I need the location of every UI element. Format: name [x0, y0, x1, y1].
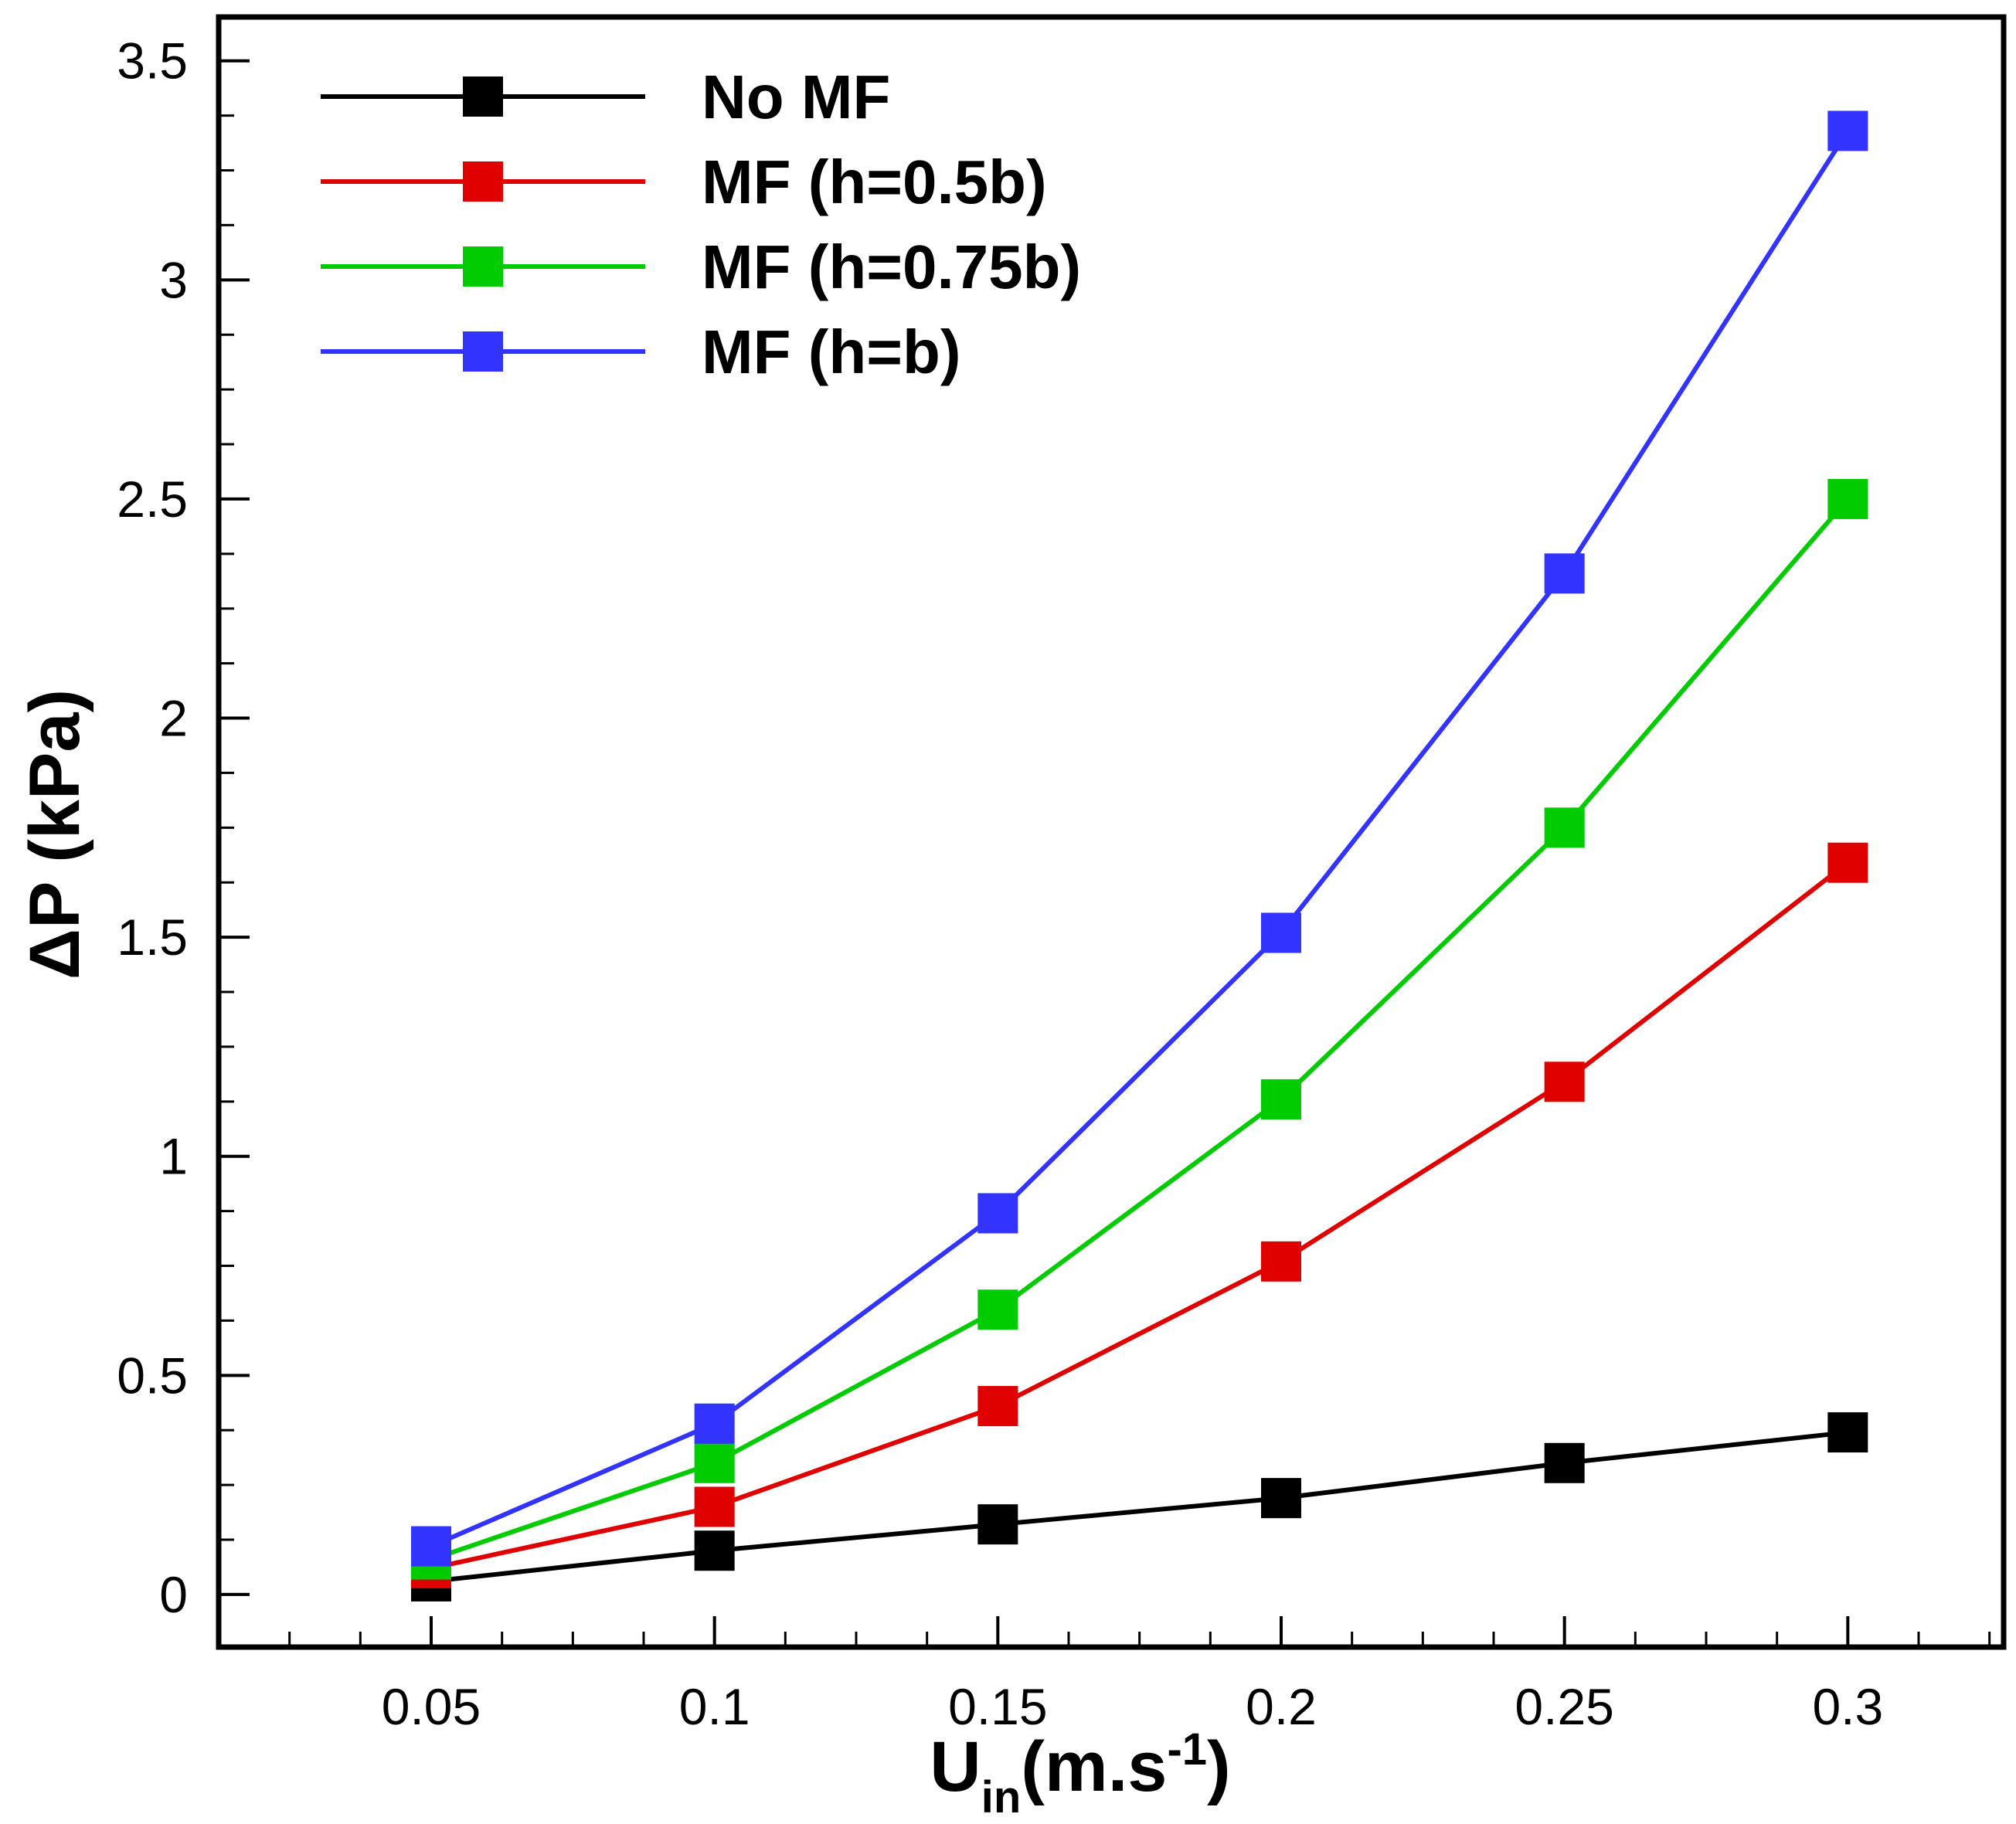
series-marker-1: [1544, 1061, 1585, 1102]
legend: No MF MF (h=0.5b) MF (h=0.75b) MF (h=b): [321, 63, 1081, 386]
y-tick-label: 0: [159, 1566, 188, 1623]
x-axis-title-main: U: [930, 1727, 981, 1806]
y-axis-title: ΔP (kPa): [15, 689, 94, 980]
x-axis-title-sub: in: [981, 1772, 1022, 1822]
y-tick-label: 1.5: [117, 909, 188, 966]
series-marker-2: [977, 1289, 1018, 1330]
series-line-2: [430, 497, 1850, 1562]
series-line-0: [430, 1430, 1848, 1584]
x-tick-label: 0.15: [948, 1678, 1047, 1735]
x-tick-label: 0.05: [382, 1678, 481, 1735]
x-tick-label: 0.2: [1246, 1678, 1317, 1735]
axis-ticks: [217, 59, 1991, 1647]
legend-label: MF (h=0.5b): [702, 148, 1047, 216]
legend-marker: [463, 76, 503, 117]
x-axis-title-unit: (m.s: [1021, 1727, 1167, 1806]
series-marker-2: [694, 1442, 735, 1483]
series-marker-1: [694, 1486, 735, 1527]
x-tick-label: 0.3: [1812, 1678, 1883, 1735]
series-marker-0: [977, 1504, 1018, 1545]
series-marker-0: [1261, 1478, 1301, 1519]
series-marker-2: [1827, 478, 1868, 519]
series-lines: [430, 129, 1850, 1584]
y-tick-label: 0.5: [117, 1347, 188, 1404]
series-marker-2: [1544, 807, 1585, 848]
series-marker-3: [1827, 110, 1868, 151]
series-marker-3: [411, 1526, 451, 1567]
legend-marker: [463, 161, 503, 202]
x-tick-label: 0.1: [679, 1678, 750, 1735]
y-tick-label: 2: [159, 690, 188, 747]
x-axis-title: Uin(m.s-1): [930, 1724, 1230, 1822]
series-marker-1: [1827, 842, 1868, 883]
legend-marker: [463, 246, 503, 287]
y-tick-label: 1: [159, 1128, 188, 1185]
y-tick-labels: 0 0.5 1 1.5 2 2.5 3 3.5: [117, 32, 188, 1623]
y-tick-label: 3.5: [117, 32, 188, 90]
legend-label: MF (h=b): [702, 318, 960, 386]
x-axis-title-sup: -1: [1167, 1724, 1207, 1775]
series-marker-0: [1827, 1412, 1868, 1453]
legend-marker: [463, 331, 503, 372]
series-marker-3: [694, 1403, 735, 1444]
x-tick-label: 0.25: [1515, 1678, 1613, 1735]
series-marker-3: [977, 1193, 1018, 1234]
x-axis-title-close: ): [1207, 1727, 1231, 1806]
series-marker-3: [1544, 553, 1585, 594]
series-marker-0: [694, 1530, 735, 1571]
series-markers: [411, 110, 1868, 1602]
series-line-3: [430, 129, 1850, 1549]
legend-label: MF (h=0.75b): [702, 233, 1081, 301]
series-marker-0: [1544, 1442, 1585, 1483]
series-marker-1: [1261, 1241, 1301, 1282]
y-tick-label: 3: [159, 251, 188, 308]
x-tick-labels: 0.05 0.1 0.15 0.2 0.25 0.3: [382, 1678, 1883, 1735]
series-line-1: [430, 861, 1850, 1571]
series-marker-1: [977, 1386, 1018, 1427]
series-marker-3: [1261, 912, 1301, 953]
legend-label: No MF: [702, 63, 890, 131]
y-tick-label: 2.5: [117, 470, 188, 528]
series-marker-2: [1261, 1078, 1301, 1119]
plot-frame: [216, 14, 2007, 1650]
